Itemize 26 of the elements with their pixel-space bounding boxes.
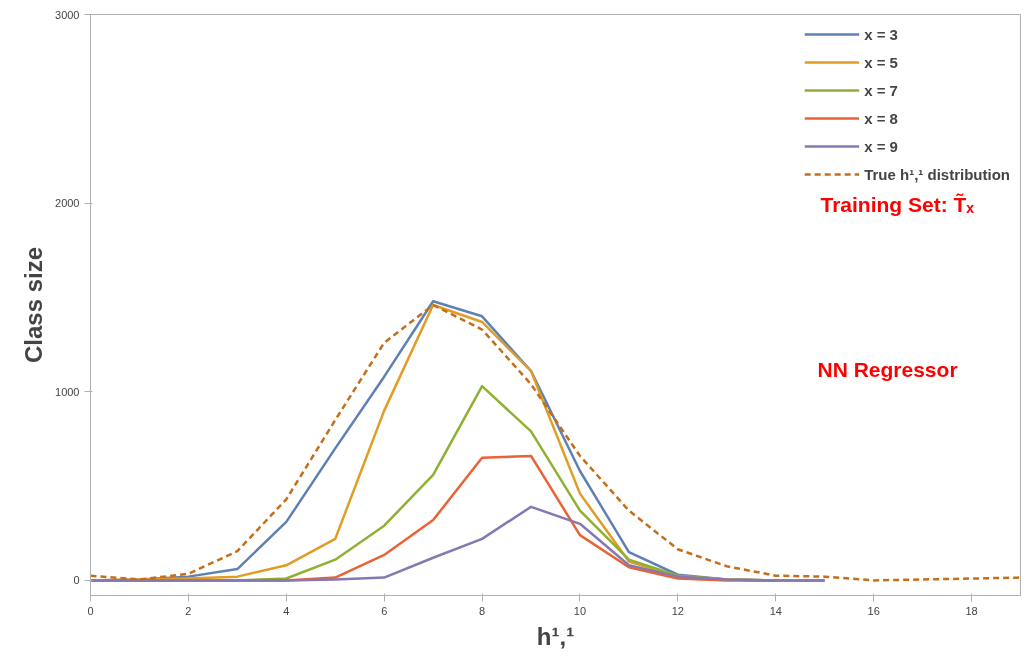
x-tick-label: 16 bbox=[867, 604, 880, 617]
y-tick-label: 1000 bbox=[55, 385, 80, 398]
legend-label: x = 9 bbox=[864, 137, 898, 155]
x-tick-label: 14 bbox=[769, 604, 782, 617]
x-tick-label: 4 bbox=[283, 604, 290, 617]
x-tick-label: 0 bbox=[87, 604, 94, 617]
x-tick-label: 8 bbox=[479, 604, 486, 617]
legend-label: x = 8 bbox=[864, 109, 898, 127]
x-tick-label: 2 bbox=[185, 604, 192, 617]
y-tick-label: 0 bbox=[73, 574, 80, 587]
y-tick-label: 2000 bbox=[55, 197, 80, 210]
y-tick-label: 3000 bbox=[55, 8, 80, 21]
legend-label: x = 7 bbox=[864, 81, 898, 99]
legend-label: x = 5 bbox=[864, 53, 898, 71]
x-tick-label: 12 bbox=[671, 604, 684, 617]
line-series bbox=[90, 505, 826, 582]
x-axis-title: h¹,¹ bbox=[536, 622, 575, 650]
annotation: NN Regressor bbox=[817, 357, 958, 381]
x-tick-label: 18 bbox=[965, 604, 978, 617]
annotation: Training Set: T̃ₓ bbox=[820, 192, 975, 216]
legend-label: x = 3 bbox=[864, 25, 898, 43]
legend-label: True h¹,¹ distribution bbox=[864, 165, 1010, 183]
line-series bbox=[90, 303, 1021, 582]
y-axis-title: Class size bbox=[20, 246, 48, 364]
x-tick-label: 6 bbox=[381, 604, 388, 617]
x-tick-label: 10 bbox=[573, 604, 587, 617]
